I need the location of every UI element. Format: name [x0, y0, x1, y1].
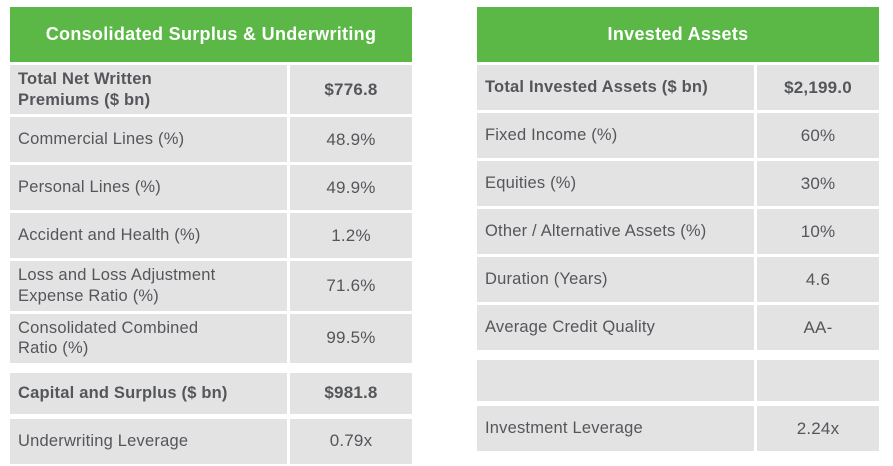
table-row: Average Credit Quality AA-	[477, 305, 879, 350]
table-row: Accident and Health (%) 1.2%	[10, 213, 412, 259]
metric-value	[757, 360, 879, 401]
metric-value: $2,199.0	[757, 65, 879, 110]
table-row: Underwriting Leverage 0.79x	[10, 418, 412, 464]
metric-label	[477, 360, 754, 401]
table-row: Commercial Lines (%) 48.9%	[10, 117, 412, 163]
metric-label: Total Net Written Premiums ($ bn)	[10, 65, 287, 115]
table-row: Other / Alternative Assets (%) 10%	[477, 209, 879, 254]
table-row: Total Net Written Premiums ($ bn) $776.8	[10, 65, 412, 115]
metric-label: Accident and Health (%)	[10, 213, 287, 259]
table-row-empty	[477, 360, 879, 401]
metric-label: Total Invested Assets ($ bn)	[477, 65, 754, 110]
metric-value: $981.8	[290, 372, 412, 414]
metric-value: 99.5%	[290, 313, 412, 363]
table-row: Personal Lines (%) 49.9%	[10, 165, 412, 211]
table-title: Invested Assets	[477, 7, 879, 62]
table-row: Consolidated Combined Ratio (%) 99.5%	[10, 313, 412, 363]
metric-label: Investment Leverage	[477, 406, 754, 451]
table-row: Capital and Surplus ($ bn) $981.8	[10, 372, 412, 414]
metric-label: Equities (%)	[477, 161, 754, 206]
metric-value: 0.79x	[290, 418, 412, 464]
metric-value: $776.8	[290, 65, 412, 115]
metric-value: 49.9%	[290, 165, 412, 211]
metric-label: Loss and Loss Adjustment Expense Ratio (…	[10, 261, 287, 311]
metric-label: Other / Alternative Assets (%)	[477, 209, 754, 254]
metric-value: 2.24x	[757, 406, 879, 451]
metric-value: 4.6	[757, 257, 879, 302]
metric-label: Personal Lines (%)	[10, 165, 287, 211]
metric-label: Consolidated Combined Ratio (%)	[10, 313, 287, 363]
metric-label: Average Credit Quality	[477, 305, 754, 350]
metric-value: 71.6%	[290, 261, 412, 311]
metric-value: 30%	[757, 161, 879, 206]
metric-value: 48.9%	[290, 117, 412, 163]
table-row: Duration (Years) 4.6	[477, 257, 879, 302]
metric-value: 10%	[757, 209, 879, 254]
metric-label: Fixed Income (%)	[477, 113, 754, 158]
metric-value: AA-	[757, 305, 879, 350]
table-row: Investment Leverage 2.24x	[477, 406, 879, 451]
table-row: Total Invested Assets ($ bn) $2,199.0	[477, 65, 879, 110]
table-row: Equities (%) 30%	[477, 161, 879, 206]
table-row: Fixed Income (%) 60%	[477, 113, 879, 158]
metric-value: 1.2%	[290, 213, 412, 259]
table-title: Consolidated Surplus & Underwriting	[10, 7, 412, 62]
metric-label: Commercial Lines (%)	[10, 117, 287, 163]
table-row: Loss and Loss Adjustment Expense Ratio (…	[10, 261, 412, 311]
metric-value: 60%	[757, 113, 879, 158]
metric-label: Duration (Years)	[477, 257, 754, 302]
invested-assets-table: Invested Assets Total Invested Assets ($…	[477, 7, 879, 466]
metric-label: Capital and Surplus ($ bn)	[10, 372, 287, 414]
surplus-underwriting-table: Consolidated Surplus & Underwriting Tota…	[10, 7, 412, 466]
metric-label: Underwriting Leverage	[10, 418, 287, 464]
